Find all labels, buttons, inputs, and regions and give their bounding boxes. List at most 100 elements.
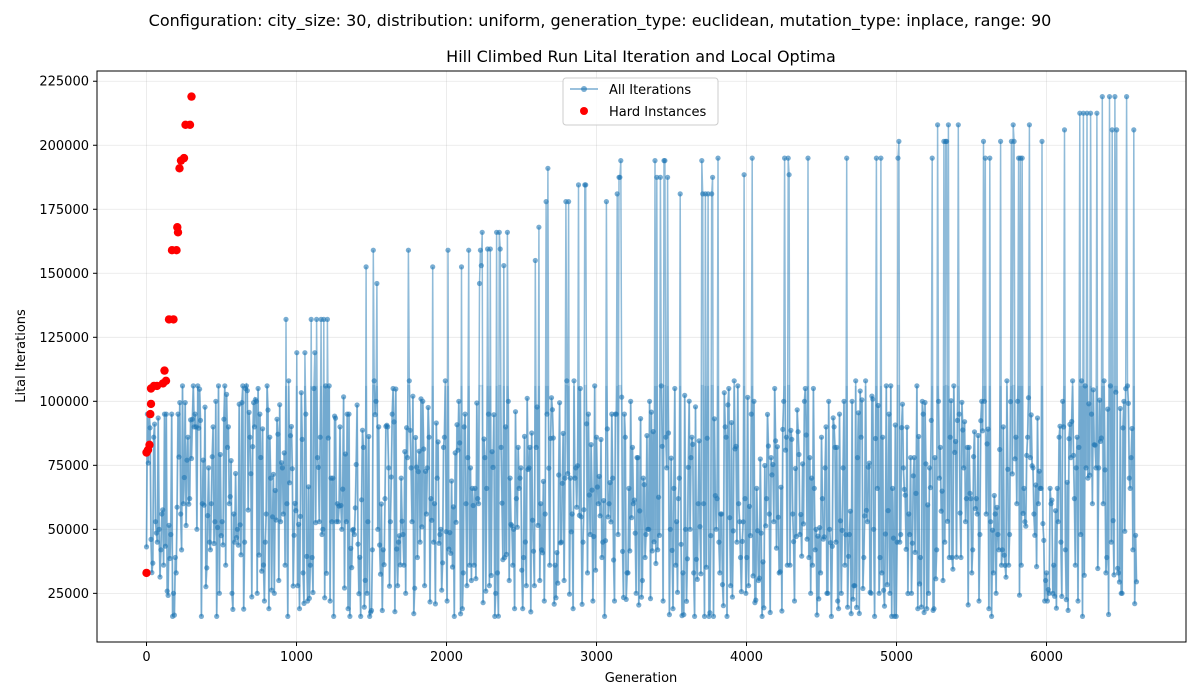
iteration-point — [391, 419, 397, 425]
hard-instance-point — [160, 366, 169, 375]
iteration-point — [316, 519, 322, 525]
iteration-point — [216, 590, 222, 596]
iteration-point — [152, 519, 159, 525]
iteration-point — [1077, 110, 1083, 116]
iteration-point — [1010, 122, 1016, 128]
iteration-point — [263, 511, 269, 517]
iteration-point — [701, 613, 708, 620]
iteration-point — [215, 524, 221, 531]
iteration-point — [593, 434, 600, 440]
iteration-point — [187, 496, 193, 502]
iteration-point — [392, 609, 398, 615]
iteration-point — [367, 613, 373, 620]
iteration-point — [511, 606, 518, 612]
iteration-point — [1097, 397, 1103, 403]
iteration-point — [1101, 378, 1107, 384]
iteration-point — [926, 465, 933, 471]
iteration-point — [803, 432, 809, 438]
iteration-point — [641, 482, 647, 488]
iteration-point — [504, 229, 510, 235]
iteration-point — [205, 513, 211, 519]
iteration-point — [808, 590, 814, 596]
iteration-point — [1102, 467, 1108, 473]
iteration-point — [395, 539, 402, 545]
iteration-point — [697, 524, 703, 530]
iteration-point — [577, 385, 583, 392]
iteration-point — [957, 510, 963, 516]
iteration-point — [317, 434, 323, 440]
iteration-point — [421, 446, 427, 452]
iteration-point — [507, 475, 513, 481]
iteration-point — [510, 562, 516, 568]
iteration-point — [494, 570, 501, 576]
iteration-point — [518, 465, 524, 471]
iteration-point — [404, 455, 411, 461]
iteration-point — [1025, 434, 1031, 440]
iteration-point — [474, 400, 480, 406]
x-axis-label: Generation — [605, 671, 678, 686]
iteration-point — [416, 448, 422, 454]
iteration-point — [1019, 155, 1025, 161]
iteration-point — [1109, 127, 1115, 133]
iteration-point — [567, 475, 574, 481]
iteration-point — [177, 400, 183, 406]
iteration-point — [870, 396, 876, 402]
iteration-point — [916, 433, 922, 440]
iteration-point — [1121, 398, 1127, 404]
iteration-point — [892, 422, 898, 428]
iteration-point — [449, 564, 456, 570]
iteration-point — [665, 430, 672, 436]
iteration-point — [682, 392, 688, 398]
iteration-point — [688, 455, 694, 461]
iteration-point — [865, 464, 871, 470]
iteration-point — [1040, 521, 1046, 527]
iteration-point — [1052, 508, 1059, 514]
iteration-point — [953, 554, 960, 560]
iteration-point — [1038, 485, 1044, 491]
iteration-point — [206, 539, 213, 545]
iteration-point — [656, 494, 662, 500]
iteration-point — [1114, 127, 1120, 133]
iteration-point — [513, 496, 520, 502]
iteration-point — [345, 606, 351, 612]
iteration-point — [192, 411, 198, 417]
iteration-point — [672, 385, 678, 392]
iteration-point — [735, 383, 741, 389]
iteration-point — [590, 598, 596, 604]
iteration-point — [483, 588, 489, 594]
iteration-point — [410, 393, 416, 399]
iteration-point — [368, 607, 375, 614]
hard-instance-point — [175, 164, 184, 173]
iteration-point — [322, 595, 328, 601]
iteration-point — [456, 398, 462, 404]
iteration-point — [648, 409, 655, 415]
iteration-point — [585, 411, 592, 417]
iteration-point — [628, 398, 634, 404]
iteration-point — [778, 484, 784, 490]
iteration-point — [714, 496, 720, 502]
iteration-point — [977, 531, 983, 538]
iteration-point — [292, 500, 298, 506]
iteration-point — [742, 496, 748, 502]
iteration-point — [266, 606, 272, 612]
iteration-point — [211, 540, 217, 547]
iteration-point — [516, 485, 522, 491]
iteration-point — [1108, 539, 1114, 545]
iteration-point — [877, 554, 883, 561]
iteration-point — [917, 554, 924, 561]
iteration-point — [358, 613, 364, 620]
iteration-point — [484, 485, 490, 491]
iteration-point — [1003, 574, 1009, 580]
iteration-point — [178, 511, 184, 517]
iteration-point — [609, 411, 615, 417]
iteration-point — [529, 430, 535, 436]
iteration-point — [528, 609, 534, 615]
iteration-point — [636, 602, 642, 608]
iteration-point — [926, 590, 932, 596]
iteration-point — [176, 454, 182, 460]
iteration-point — [1098, 435, 1104, 441]
iteration-point — [575, 182, 582, 188]
iteration-point — [660, 598, 666, 604]
hard-instance-point — [145, 440, 154, 449]
iteration-point — [733, 443, 739, 449]
